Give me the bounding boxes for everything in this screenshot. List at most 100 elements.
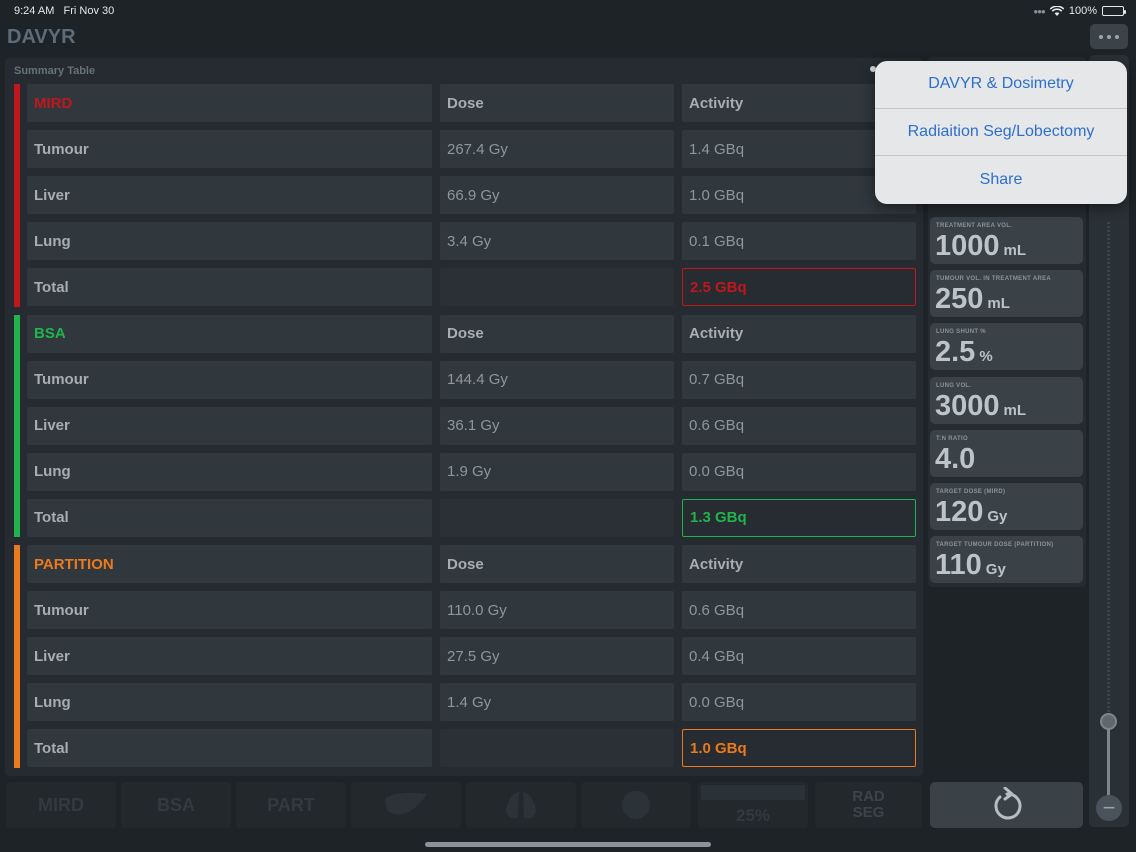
minus-icon: − bbox=[1102, 795, 1116, 820]
rad-seg-label-2: SEG bbox=[852, 804, 885, 821]
activity-value: 0.0 GBq bbox=[682, 683, 916, 722]
parameter-number: 3000 bbox=[935, 389, 1000, 422]
wifi-icon bbox=[1049, 5, 1064, 16]
parameter-unit: Gy bbox=[987, 508, 1008, 525]
part-tab-button[interactable]: PART bbox=[236, 782, 346, 828]
parameter-number: 4.0 bbox=[935, 442, 976, 475]
parameter-label: LUNG VOL. bbox=[936, 382, 972, 389]
app-title: DAVYR bbox=[7, 26, 76, 48]
total-label: Total bbox=[27, 498, 432, 537]
parameter-card[interactable]: TREATMENT AREA VOL. 1000 mL bbox=[930, 217, 1083, 264]
table-row-label: Tumour bbox=[27, 130, 432, 169]
bsa-tab-label: BSA bbox=[156, 794, 195, 815]
liver-view-button[interactable] bbox=[351, 782, 461, 828]
activity-value: 0.6 GBq bbox=[682, 406, 916, 445]
total-dose-empty bbox=[440, 268, 674, 307]
parameter-value: 2.5% bbox=[935, 336, 993, 369]
parameter-card[interactable]: TARGET TUMOUR DOSE (PARTITION) 110 Gy bbox=[930, 536, 1083, 584]
slider-knob[interactable] bbox=[1100, 713, 1117, 730]
parameter-label: LUNG SHUNT % bbox=[936, 329, 986, 336]
dose-column-header: Dose bbox=[440, 84, 674, 122]
liver-icon bbox=[385, 792, 427, 815]
parameter-card[interactable]: LUNG VOL. 3000 mL bbox=[930, 376, 1083, 424]
parameter-unit: Gy bbox=[985, 561, 1006, 579]
activity-value: 0.7 GBq bbox=[682, 360, 916, 399]
table-row-label: Tumour bbox=[27, 360, 432, 399]
section-color-bar bbox=[14, 314, 20, 537]
menu-item-radiation-seg-lobectomy[interactable]: Radiaition Seg/Lobectomy bbox=[875, 109, 1127, 157]
section-title: BSA bbox=[27, 314, 432, 353]
parameter-number: 250 bbox=[935, 283, 984, 316]
parameter-card[interactable]: TUMOUR VOL. IN TREATMENT AREA 250 mL bbox=[930, 270, 1083, 318]
status-time: 9:24 AM Fri Nov 30 bbox=[14, 5, 114, 17]
total-activity-value: 1.0 GBq bbox=[682, 729, 916, 768]
part-tab-label: PART bbox=[267, 794, 315, 815]
home-indicator[interactable] bbox=[425, 842, 711, 847]
dose-value: 110.0 Gy bbox=[440, 591, 674, 630]
more-dots-icon bbox=[1099, 34, 1103, 39]
parameter-unit: mL bbox=[987, 295, 1010, 313]
section-color-bar bbox=[14, 545, 20, 768]
dose-value: 36.1 Gy bbox=[440, 406, 674, 445]
parameter-number: 1000 bbox=[935, 230, 1000, 262]
mird-tab-button[interactable]: MIRD bbox=[6, 782, 116, 828]
parameter-value: 1000 mL bbox=[935, 230, 1027, 263]
reset-button[interactable] bbox=[930, 782, 1083, 828]
bsa-tab-button[interactable]: BSA bbox=[121, 782, 231, 828]
parameter-number: 2.5 bbox=[935, 336, 976, 369]
activity-column-header: Activity bbox=[682, 545, 916, 583]
rad-seg-button[interactable]: RAD SEG bbox=[815, 782, 922, 828]
activity-value: 0.0 GBq bbox=[682, 452, 916, 491]
activity-value: 0.1 GBq bbox=[682, 222, 916, 261]
parameter-label: T:N RATIO bbox=[936, 435, 968, 442]
dose-value: 66.9 Gy bbox=[440, 176, 674, 215]
table-row-label: Lung bbox=[27, 452, 432, 491]
parameter-card[interactable]: T:N RATIO 4.0 bbox=[930, 429, 1083, 477]
parameter-label: TUMOUR VOL. IN TREATMENT AREA bbox=[936, 276, 1052, 283]
lung-view-button[interactable] bbox=[466, 782, 576, 828]
table-row-label: Liver bbox=[27, 176, 432, 215]
time-text: 9:24 AM bbox=[14, 5, 55, 17]
dose-value: 144.4 Gy bbox=[440, 360, 674, 399]
tumour-view-button[interactable] bbox=[581, 782, 691, 828]
section-title: MIRD bbox=[27, 84, 432, 122]
tumour-icon bbox=[622, 791, 650, 819]
more-options-button[interactable] bbox=[1090, 24, 1128, 49]
table-row-label: Liver bbox=[27, 406, 432, 445]
slider-fill bbox=[1107, 722, 1110, 818]
parameter-value: 250 mL bbox=[935, 283, 1010, 316]
dose-column-header: Dose bbox=[440, 314, 674, 353]
total-label: Total bbox=[27, 268, 432, 307]
zoom-out-button[interactable]: − bbox=[1096, 795, 1122, 821]
mird-tab-label: MIRD bbox=[38, 794, 84, 815]
menu-item-share[interactable]: Share bbox=[979, 170, 1023, 188]
slider-track[interactable] bbox=[1107, 222, 1110, 822]
rad-seg-label-1: RAD bbox=[852, 788, 885, 806]
parameter-number: 110 bbox=[935, 549, 982, 582]
dose-value: 27.5 Gy bbox=[440, 637, 674, 676]
popover-anchor-dot bbox=[870, 66, 876, 72]
dose-value: 3.4 Gy bbox=[440, 222, 674, 261]
parameter-card[interactable]: LUNG SHUNT % 2.5% bbox=[930, 323, 1083, 371]
parameter-value: 120 Gy bbox=[935, 496, 1008, 529]
parameter-label: TARGET TUMOUR DOSE (PARTITION) bbox=[936, 542, 1054, 549]
parameter-card[interactable]: TARGET DOSE (MIRD) 120 Gy bbox=[930, 483, 1083, 530]
total-activity-value: 1.3 GBq bbox=[682, 498, 916, 537]
parameter-label: TREATMENT AREA VOL. bbox=[936, 223, 1013, 229]
parameter-value: 3000 mL bbox=[935, 389, 1026, 423]
total-label: Total bbox=[27, 729, 432, 768]
lungs-icon bbox=[506, 792, 536, 819]
dose-value: 1.9 Gy bbox=[440, 452, 674, 491]
table-row-label: Tumour bbox=[27, 591, 432, 630]
parameter-number: 120 bbox=[935, 496, 984, 528]
date-text: Fri Nov 30 bbox=[63, 5, 115, 17]
reset-arrow-icon bbox=[994, 787, 1021, 820]
battery-percent: 100% bbox=[1068, 5, 1097, 17]
menu-item-davyr-dosimetry[interactable]: DAVYR & Dosimetry bbox=[875, 61, 1127, 109]
activity-value: 0.4 GBq bbox=[682, 637, 916, 676]
activity-value: 0.6 GBq bbox=[682, 591, 916, 630]
percent-button[interactable]: 25% bbox=[698, 782, 808, 828]
activity-column-header: Activity bbox=[682, 314, 916, 353]
total-dose-empty bbox=[440, 729, 674, 768]
parameter-unit: mL bbox=[1003, 242, 1027, 259]
